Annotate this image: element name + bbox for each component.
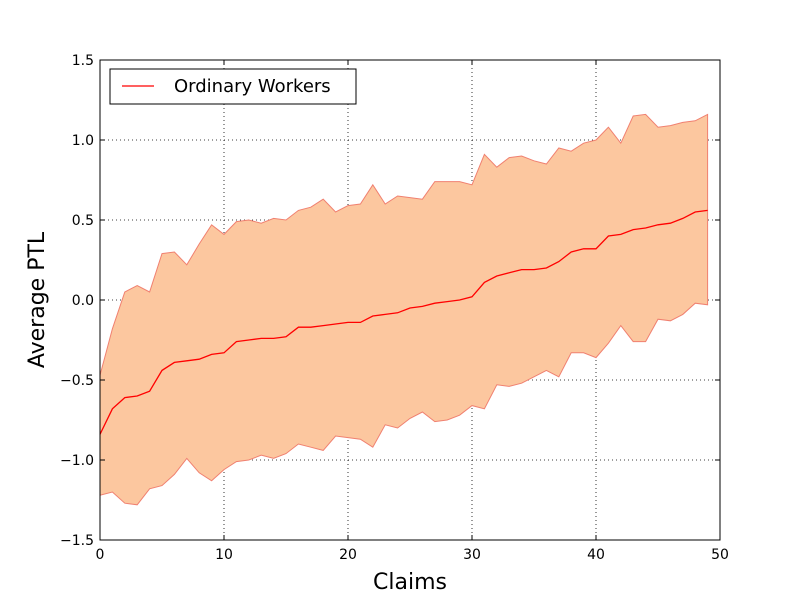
x-tick-label: 10 [215, 547, 233, 563]
legend: Ordinary Workers [109, 68, 357, 105]
y-tick-label: −1.0 [60, 453, 94, 469]
x-axis: 0 10 20 30 40 50 [96, 60, 729, 563]
x-tick-label: 20 [339, 547, 357, 563]
x-tick-label: 50 [711, 547, 729, 563]
y-tick-label: 0.0 [72, 293, 94, 309]
confidence-band [99, 113, 709, 506]
y-tick-label: 1.5 [72, 53, 94, 69]
y-tick-label: 0.5 [72, 213, 94, 229]
y-tick-label: 1.0 [72, 133, 94, 149]
y-tick-label: −0.5 [60, 373, 94, 389]
y-tick-label: −1.5 [60, 533, 94, 549]
y-axis: −1.5 −1.0 −0.5 0.0 0.5 1.0 1.5 [60, 53, 720, 549]
x-axis-label: Claims [373, 570, 447, 595]
y-axis-label: Average PTL [25, 231, 50, 368]
series-line-ordinary-workers [99, 209, 708, 435]
x-tick-label: 0 [96, 547, 105, 563]
legend-label-ordinary-workers: Ordinary Workers [174, 76, 331, 97]
x-tick-label: 30 [463, 547, 481, 563]
x-tick-label: 40 [587, 547, 605, 563]
